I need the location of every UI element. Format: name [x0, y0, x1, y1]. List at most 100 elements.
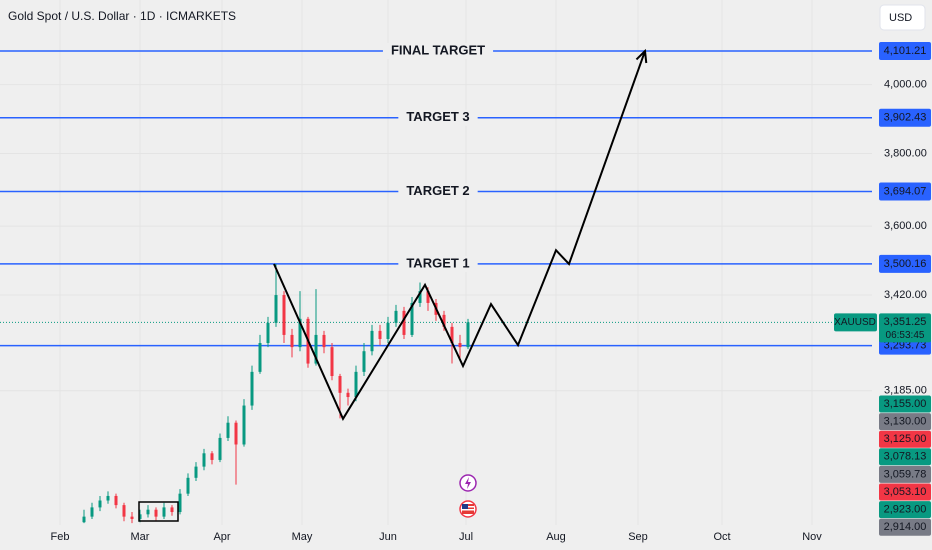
- candle-body: [122, 505, 126, 517]
- candle-body: [258, 343, 262, 372]
- flag-canton: [462, 504, 468, 509]
- candle-body: [218, 437, 222, 460]
- x-tick-label: Aug: [546, 531, 566, 543]
- candle-body: [322, 334, 326, 348]
- price-tag: [879, 465, 931, 483]
- candle-body: [210, 453, 214, 460]
- candle-body: [458, 343, 462, 348]
- x-tick-label: Nov: [802, 531, 822, 543]
- price-tag: [879, 448, 931, 466]
- candle-body: [170, 507, 174, 513]
- candle-body: [194, 466, 198, 478]
- box-annotation: [138, 501, 179, 522]
- candle-body: [442, 314, 446, 327]
- candle-body: [346, 392, 350, 398]
- candle-body: [242, 405, 246, 445]
- candle-body: [202, 453, 206, 467]
- candle-body: [106, 495, 110, 501]
- level-label-bg: [382, 43, 494, 60]
- projection: [273, 48, 648, 421]
- x-tick-label: Feb: [51, 531, 70, 543]
- candle-body: [386, 322, 390, 339]
- arrow-head: [635, 48, 648, 64]
- level-tag: [879, 254, 931, 273]
- y-tick-label: 3,600.00: [884, 220, 927, 232]
- candle-body: [466, 322, 470, 348]
- x-tick-label: Sep: [628, 531, 648, 543]
- candle-body: [418, 291, 422, 303]
- candle-body: [274, 295, 278, 323]
- flag-stripe: [462, 509, 474, 511]
- last-price-label: 3,351.25: [884, 316, 927, 328]
- currency-button[interactable]: [879, 4, 926, 31]
- candle-body: [426, 291, 430, 303]
- level-tag: [879, 42, 931, 61]
- price-tag-label: 2,914.00: [884, 521, 927, 533]
- levels: FINAL TARGET TARGET 3 TARGET 2 TARGET 1: [0, 42, 872, 347]
- candle-body: [298, 318, 302, 348]
- candle-body: [146, 509, 150, 515]
- countdown: 06:53:45: [886, 330, 925, 341]
- candle-body: [250, 371, 254, 406]
- level-tag: [879, 108, 931, 127]
- candle-body: [186, 477, 190, 494]
- x-tick-label: Mar: [131, 531, 150, 543]
- x-tick-label: Apr: [213, 531, 230, 543]
- level-tag: [879, 182, 931, 201]
- candle-body: [314, 334, 318, 364]
- candle-body: [130, 516, 134, 519]
- price-tag-label: 3,130.00: [884, 416, 927, 428]
- candle-body: [410, 302, 414, 335]
- price-tag-label: 3,078.13: [884, 451, 927, 463]
- candle-body: [266, 322, 270, 344]
- candle-body: [114, 495, 118, 506]
- level-label-bg: [398, 109, 478, 126]
- candle-body: [282, 295, 286, 335]
- candle-body: [98, 500, 102, 508]
- currency: USD: [889, 12, 912, 24]
- candle-body: [138, 514, 142, 519]
- candle-body: [338, 376, 342, 393]
- candle-body: [362, 351, 366, 372]
- candle-body: [450, 326, 454, 344]
- level-tag-label: 3,694.07: [884, 185, 927, 197]
- y-tick-label: 3,800.00: [884, 147, 927, 159]
- candle-body: [402, 310, 406, 335]
- candle-body: [90, 507, 94, 517]
- level-label: FINAL TARGET: [391, 42, 485, 57]
- candle-body: [394, 310, 398, 323]
- level-label: TARGET 1: [406, 255, 469, 270]
- last-price-tag: [879, 313, 931, 343]
- level-label-bg: [398, 255, 478, 272]
- price-tag: [879, 430, 931, 448]
- lightning: [465, 477, 471, 489]
- price-tag: [879, 395, 931, 413]
- event-icons: [459, 474, 477, 518]
- price-tag-label: 3,125.00: [884, 433, 927, 445]
- symbol-label: XAUUSD: [834, 317, 876, 328]
- projection-path: [273, 50, 646, 421]
- candle-body: [178, 493, 182, 513]
- y-tick-label: 3,185.00: [884, 385, 927, 397]
- level-tag-label: 3,902.43: [884, 112, 927, 124]
- candle-body: [290, 334, 294, 348]
- x-tick-label: Oct: [713, 531, 730, 543]
- level-tag-label: 3,293.73: [884, 340, 927, 352]
- price-tag: [879, 518, 931, 536]
- chart-title: Gold Spot / U.S. Dollar · 1D · ICMARKETS: [8, 9, 236, 23]
- x-tick-label: May: [292, 531, 313, 543]
- symbol-tag: [834, 313, 877, 332]
- y-tick-label: 4,000.00: [884, 79, 927, 91]
- candle-body: [330, 347, 334, 377]
- level-tag-label: 4,101.21: [884, 45, 927, 57]
- x-tick-label: Jul: [459, 531, 473, 543]
- price-tag-label: 3,059.78: [884, 468, 927, 480]
- candle-body: [226, 422, 230, 438]
- level-label-bg: [398, 183, 478, 200]
- candle-body: [82, 516, 86, 523]
- x-tick-label: Jun: [379, 531, 397, 543]
- y-tick-label: 3,420.00: [884, 289, 927, 301]
- price-tag-label: 3,053.10: [884, 486, 927, 498]
